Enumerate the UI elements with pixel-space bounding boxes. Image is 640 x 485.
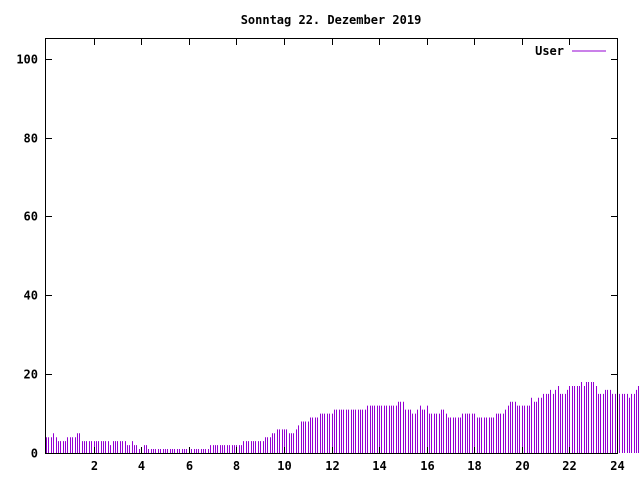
legend-label-user: User (535, 44, 564, 58)
x-tick-label: 24 (610, 459, 624, 473)
x-tick-label: 2 (91, 459, 98, 473)
bar-series-user (47, 382, 640, 453)
x-tick-label: 18 (467, 459, 481, 473)
x-tick-label: 20 (515, 459, 529, 473)
x-tick-label: 4 (138, 459, 145, 473)
y-tick-label: 0 (31, 447, 38, 461)
x-tick-label: 14 (372, 459, 386, 473)
x-tick-label: 16 (420, 459, 434, 473)
x-tick-label: 10 (277, 459, 291, 473)
x-tick-label: 8 (233, 459, 240, 473)
x-tick-label: 6 (186, 459, 193, 473)
x-tick-label: 12 (325, 459, 339, 473)
plot-frame (46, 39, 618, 454)
y-tick-label: 80 (24, 132, 38, 146)
y-tick-label: 40 (24, 289, 38, 303)
chart-title: Sonntag 22. Dezember 2019 (241, 13, 422, 27)
y-axis: 0 20 40 60 80 100 (16, 53, 617, 461)
y-tick-label: 100 (16, 53, 38, 67)
x-tick-label: 22 (562, 459, 576, 473)
legend: User (535, 44, 606, 58)
y-tick-label: 60 (24, 210, 38, 224)
y-tick-label: 20 (24, 368, 38, 382)
